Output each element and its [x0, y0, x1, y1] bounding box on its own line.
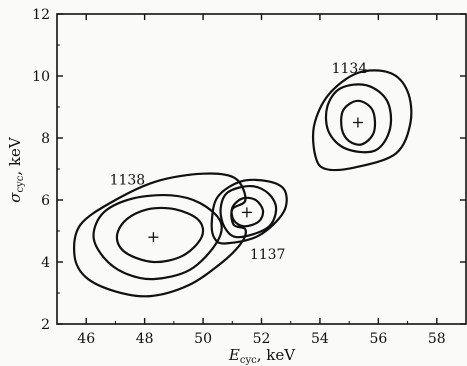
contour-1137-3: [210, 178, 288, 245]
y-axis: 2 4 6 8 10 12: [32, 7, 466, 333]
contour-1137-2: [219, 184, 278, 239]
annotation-1138: 1138: [110, 173, 146, 189]
contour-1138-2: [115, 206, 205, 264]
contour-layer: [72, 69, 413, 298]
x-axis-label: Ecyc, keV: [228, 346, 296, 366]
contour-1134-3: [311, 69, 413, 172]
contour-1138-1: [92, 193, 223, 281]
x-tick-label: 48: [136, 331, 154, 347]
plot-border: [56, 13, 467, 325]
x-tick-label: 46: [77, 331, 95, 347]
annotation-1134: 1134: [332, 61, 368, 77]
annotation-1137: 1137: [250, 247, 286, 263]
x-tick-label: 54: [311, 331, 329, 347]
x-axis-label-sub: cyc: [240, 355, 257, 366]
y-axis-label-var: σ: [6, 192, 24, 203]
x-axis-label-var: E: [228, 346, 240, 364]
center-marker-1138: [148, 232, 159, 243]
contour-1134-1: [340, 99, 377, 146]
y-tick-label: 2: [41, 317, 50, 333]
y-axis-label: σcyc, keV: [6, 136, 26, 203]
x-tick-label: 50: [194, 331, 212, 347]
y-tick-label: 10: [32, 69, 50, 85]
center-marker-1137: [241, 207, 252, 218]
x-tick-label: 56: [369, 331, 387, 347]
y-axis-label-sub: cyc: [15, 175, 26, 192]
x-tick-label: 58: [428, 331, 446, 347]
center-marker-layer: [148, 117, 363, 243]
plot-frame: [56, 13, 467, 325]
y-axis-label-unit: , keV: [6, 136, 24, 176]
y-tick-label: 4: [41, 255, 50, 271]
contour-1137-1: [230, 196, 265, 228]
x-tick-label: 52: [253, 331, 271, 347]
y-tick-label: 12: [32, 7, 50, 23]
y-tick-label: 8: [41, 131, 50, 147]
x-axis-label-unit: , keV: [257, 346, 297, 364]
x-axis: 46 48 50 52 54 56 58: [56, 14, 467, 347]
contour-1138-3: [72, 172, 247, 298]
y-tick-label: 6: [41, 193, 50, 209]
annotation-layer: 1138 1137 1134: [110, 61, 368, 263]
contour-1134-2: [324, 83, 393, 154]
center-marker-1134: [352, 117, 363, 128]
